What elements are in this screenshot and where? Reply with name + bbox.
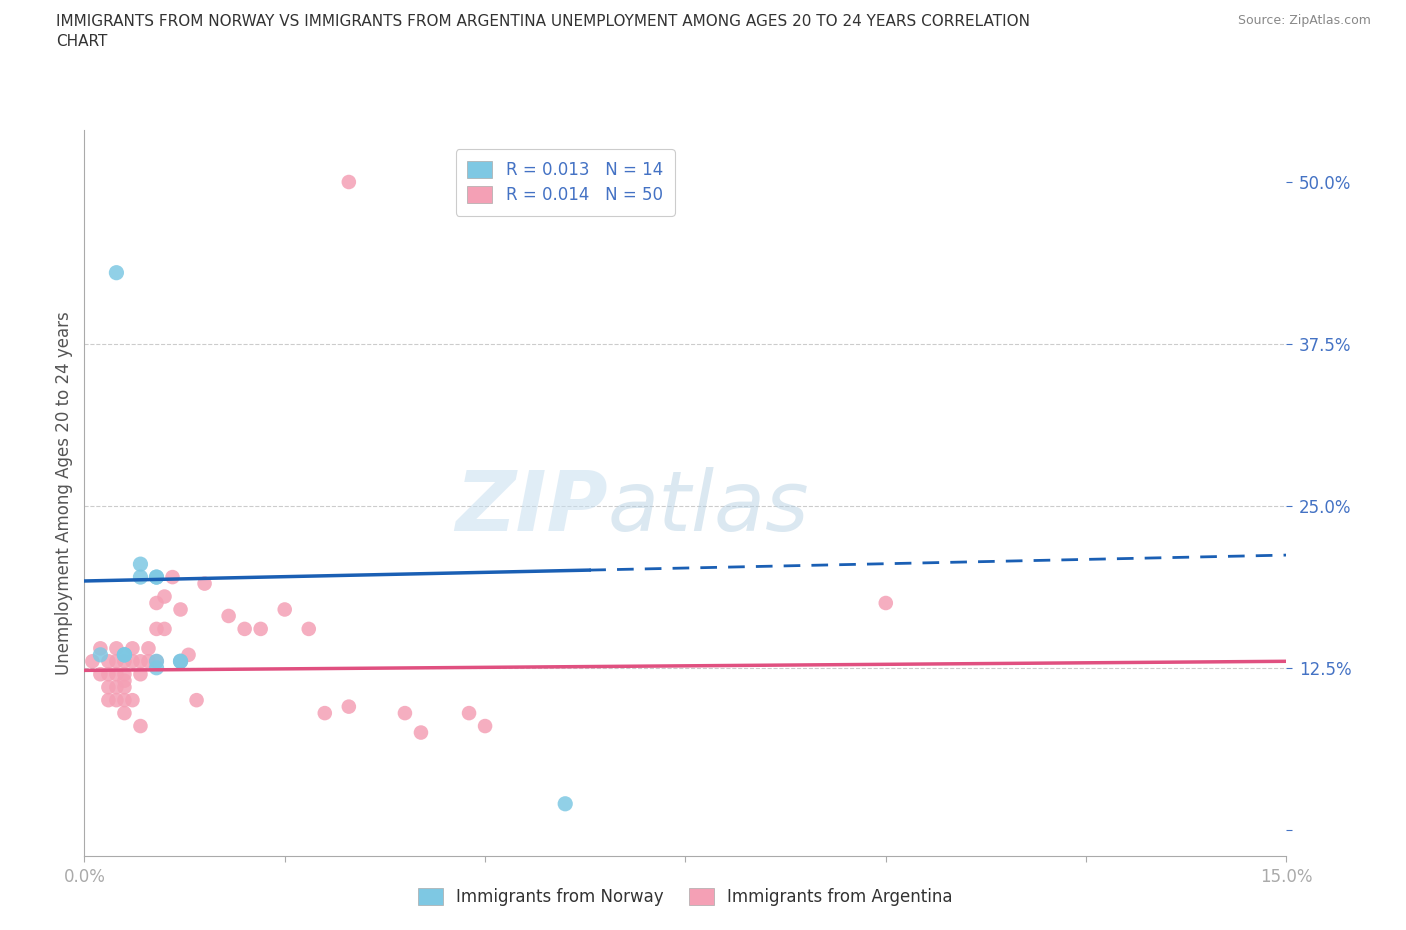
Point bbox=[218, 608, 240, 623]
Point bbox=[409, 725, 432, 740]
Point bbox=[97, 693, 120, 708]
Point bbox=[114, 680, 135, 695]
Point bbox=[105, 667, 128, 682]
Point bbox=[458, 706, 481, 721]
Point bbox=[314, 706, 336, 721]
Point bbox=[169, 654, 191, 669]
Text: ZIP: ZIP bbox=[454, 467, 607, 548]
Point bbox=[114, 706, 135, 721]
Point bbox=[114, 667, 135, 682]
Point bbox=[97, 680, 120, 695]
Point bbox=[97, 654, 120, 669]
Point bbox=[153, 589, 176, 604]
Text: IMMIGRANTS FROM NORWAY VS IMMIGRANTS FROM ARGENTINA UNEMPLOYMENT AMONG AGES 20 T: IMMIGRANTS FROM NORWAY VS IMMIGRANTS FRO… bbox=[56, 14, 1031, 48]
Point bbox=[145, 660, 167, 675]
Point bbox=[474, 719, 496, 734]
Point bbox=[145, 654, 167, 669]
Point bbox=[121, 641, 143, 656]
Text: Source: ZipAtlas.com: Source: ZipAtlas.com bbox=[1237, 14, 1371, 27]
Point bbox=[249, 621, 271, 636]
Point bbox=[114, 693, 135, 708]
Point bbox=[169, 654, 191, 669]
Point bbox=[875, 595, 897, 610]
Point bbox=[186, 693, 208, 708]
Point bbox=[145, 595, 167, 610]
Y-axis label: Unemployment Among Ages 20 to 24 years: Unemployment Among Ages 20 to 24 years bbox=[55, 311, 73, 675]
Point bbox=[337, 175, 360, 190]
Point bbox=[129, 719, 152, 734]
Point bbox=[145, 621, 167, 636]
Point bbox=[97, 667, 120, 682]
Point bbox=[105, 265, 128, 280]
Point bbox=[89, 647, 111, 662]
Point bbox=[169, 602, 191, 617]
Text: atlas: atlas bbox=[607, 467, 808, 548]
Point bbox=[145, 570, 167, 585]
Point bbox=[145, 654, 167, 669]
Point bbox=[114, 673, 135, 688]
Point bbox=[129, 654, 152, 669]
Point bbox=[145, 570, 167, 585]
Point bbox=[105, 654, 128, 669]
Point bbox=[554, 796, 576, 811]
Point bbox=[394, 706, 416, 721]
Point bbox=[105, 680, 128, 695]
Point bbox=[89, 667, 111, 682]
Point bbox=[177, 647, 200, 662]
Point bbox=[298, 621, 321, 636]
Point bbox=[114, 647, 135, 662]
Point bbox=[114, 654, 135, 669]
Point bbox=[169, 654, 191, 669]
Point bbox=[114, 647, 135, 662]
Point bbox=[162, 570, 184, 585]
Point bbox=[105, 693, 128, 708]
Point bbox=[114, 647, 135, 662]
Legend: Immigrants from Norway, Immigrants from Argentina: Immigrants from Norway, Immigrants from … bbox=[412, 881, 959, 912]
Point bbox=[233, 621, 256, 636]
Point bbox=[337, 699, 360, 714]
Point bbox=[129, 570, 152, 585]
Point bbox=[82, 654, 104, 669]
Point bbox=[138, 654, 160, 669]
Point bbox=[105, 641, 128, 656]
Point bbox=[89, 641, 111, 656]
Point bbox=[194, 577, 217, 591]
Point bbox=[121, 654, 143, 669]
Point bbox=[129, 557, 152, 572]
Point bbox=[121, 693, 143, 708]
Point bbox=[129, 667, 152, 682]
Point bbox=[274, 602, 297, 617]
Point bbox=[153, 621, 176, 636]
Point bbox=[138, 641, 160, 656]
